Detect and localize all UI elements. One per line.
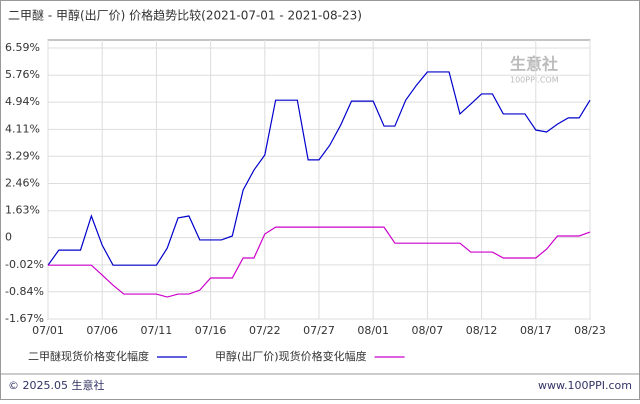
legend-label: 甲醇(出厂价)现货价格变化幅度 <box>215 349 367 363</box>
x-tick-label: 07/11 <box>141 324 173 337</box>
y-tick-label: -1.67% <box>5 312 44 325</box>
y-tick-label: 2.46% <box>5 177 40 190</box>
legend-label: 二甲醚现货价格变化幅度 <box>28 349 149 363</box>
y-tick-label: 5.76% <box>5 68 40 81</box>
x-tick-label: 08/07 <box>412 324 444 337</box>
y-tick-label: 6.59% <box>5 41 40 54</box>
series-line <box>48 226 591 298</box>
x-tick-label: 07/16 <box>195 324 227 337</box>
y-tick-label: 3.29% <box>5 149 40 162</box>
footer-right: www.100PPI.com <box>538 379 632 392</box>
x-tick-label: 07/01 <box>32 324 64 337</box>
series-line <box>47 71 591 266</box>
chart-title: 二甲醚 - 甲醇(出厂价) 价格趋势比较(2021-07-01 - 2021-0… <box>8 8 362 23</box>
x-tick-label: 08/17 <box>520 324 552 337</box>
x-tick-label: 07/27 <box>303 324 335 337</box>
watermark: 生意社 <box>510 55 558 74</box>
y-tick-label: -0.02% <box>5 258 44 271</box>
watermark-sub: 100PPI.COM <box>510 76 559 85</box>
x-tick-label: 07/22 <box>249 324 281 337</box>
x-tick-label: 08/01 <box>357 324 389 337</box>
y-tick-label: 4.94% <box>5 95 40 108</box>
x-tick-label: 08/23 <box>574 324 606 337</box>
x-tick-label: 08/12 <box>466 324 498 337</box>
footer-left: © 2025.05 生意社 <box>8 378 104 392</box>
y-tick-label: 1.63% <box>5 204 40 217</box>
y-tick-label: 4.11% <box>5 122 40 135</box>
y-tick-label: -0.84% <box>5 285 44 298</box>
y-tick-label: 0 <box>5 231 12 244</box>
x-tick-label: 07/06 <box>86 324 118 337</box>
